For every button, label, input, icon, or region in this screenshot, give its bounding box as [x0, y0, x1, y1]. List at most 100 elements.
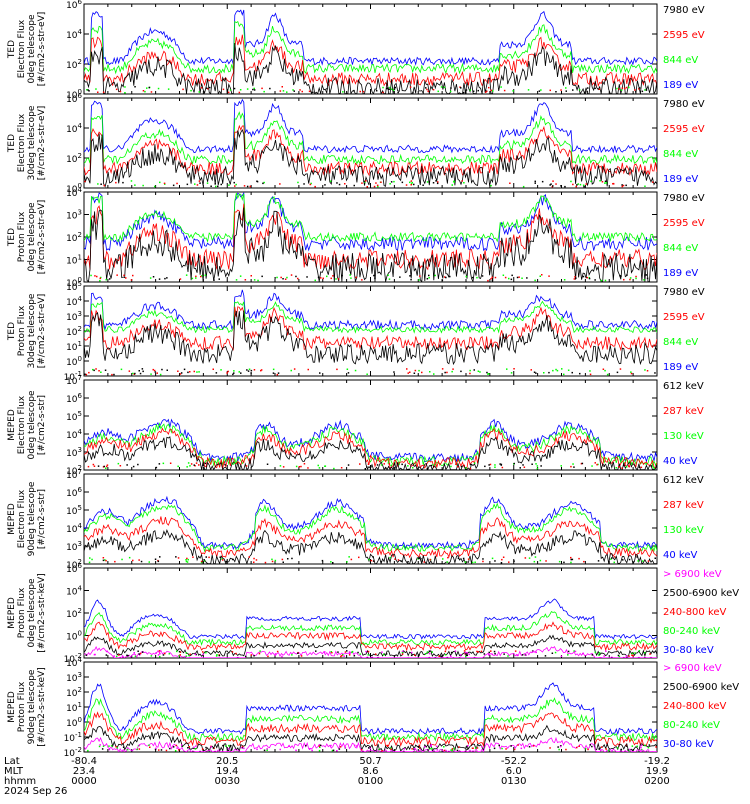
data-point — [185, 559, 187, 561]
data-point — [351, 650, 354, 653]
data-point — [292, 89, 294, 91]
y-axis-label: 90deg telescope — [27, 669, 37, 744]
data-point — [158, 650, 161, 652]
data-point — [106, 650, 108, 652]
y-tick-label: 106 — [66, 392, 82, 405]
data-point — [244, 279, 247, 281]
data-point — [298, 466, 301, 468]
data-point — [401, 650, 404, 652]
legend-entry: 287 keV — [663, 406, 704, 417]
data-point — [480, 650, 483, 653]
data-point — [619, 368, 622, 370]
panel-6: 107 106 105 104 103 102 MEPED Electron Flux 90de… — [7, 468, 704, 571]
data-point — [494, 560, 496, 562]
data-point — [341, 274, 343, 277]
data-point — [368, 747, 370, 749]
data-point — [187, 371, 189, 374]
data-point — [116, 747, 118, 749]
data-point — [300, 655, 303, 657]
data-point — [560, 655, 563, 657]
data-point — [613, 556, 616, 558]
data-point — [178, 655, 180, 657]
data-point — [598, 652, 601, 654]
data-point — [344, 747, 347, 749]
data-point — [464, 651, 467, 654]
legend-entry: 844 eV — [663, 243, 698, 254]
data-point — [344, 651, 347, 653]
data-point — [473, 462, 476, 464]
data-point — [518, 276, 520, 278]
data-point — [205, 556, 207, 558]
data-point — [388, 278, 391, 280]
data-point — [591, 654, 594, 656]
data-point — [342, 91, 344, 93]
y-axis-label: [#/cm2-s-str-eV] — [37, 294, 47, 369]
data-point — [159, 181, 161, 184]
data-point — [103, 465, 105, 468]
legend-entry: 287 keV — [663, 500, 704, 511]
data-point — [617, 654, 620, 657]
data-point — [631, 654, 633, 656]
data-point — [628, 558, 631, 561]
data-point — [218, 278, 220, 280]
y-tick-label: 105 — [66, 410, 82, 423]
data-point — [97, 183, 99, 185]
series-line-2 — [84, 516, 657, 559]
data-point — [575, 277, 577, 279]
data-point — [641, 90, 644, 93]
x-tick-mlt: 23.4 — [73, 766, 95, 777]
data-point — [524, 654, 527, 656]
data-point — [181, 744, 183, 746]
data-point — [477, 370, 480, 372]
data-point — [295, 749, 297, 752]
data-point — [348, 654, 351, 656]
data-point — [119, 465, 122, 467]
data-point — [234, 185, 236, 187]
data-point — [630, 371, 632, 373]
data-point — [132, 274, 134, 277]
data-point — [155, 466, 158, 469]
legend-entry: 2595 eV — [663, 30, 705, 41]
data-point — [318, 745, 321, 747]
series-line-1 — [84, 502, 657, 553]
data-point — [486, 371, 488, 374]
y-tick-label: 100 — [66, 182, 82, 195]
data-point — [240, 746, 243, 749]
data-point — [550, 183, 552, 185]
data-point — [578, 89, 581, 91]
data-point — [463, 650, 466, 652]
data-point — [587, 87, 589, 89]
data-point — [517, 744, 519, 746]
data-point — [392, 89, 395, 92]
data-point — [177, 370, 179, 372]
data-point — [195, 653, 197, 656]
data-point — [424, 653, 427, 655]
data-point — [618, 88, 620, 90]
data-point — [195, 745, 197, 747]
data-point — [648, 744, 651, 746]
legend-entry: 30-80 keV — [663, 739, 714, 750]
data-point — [582, 184, 585, 186]
data-point — [230, 745, 232, 747]
series-line-2 — [84, 427, 657, 469]
data-point — [647, 560, 650, 562]
data-point — [407, 372, 409, 374]
data-point — [94, 653, 96, 656]
data-point — [576, 746, 578, 749]
data-point — [193, 464, 195, 466]
data-point — [508, 277, 510, 280]
data-point — [279, 90, 282, 92]
data-point — [533, 560, 536, 563]
data-point — [460, 87, 462, 89]
data-point — [552, 180, 554, 182]
panel-4: 105 104 103 102 101 100 10-1 TED Proton Flux 30de… — [7, 280, 705, 383]
x-tick-lat: -80.4 — [71, 756, 97, 767]
data-point — [266, 748, 268, 750]
data-point — [406, 368, 408, 370]
data-point — [231, 651, 234, 653]
data-point — [347, 464, 350, 466]
data-point — [310, 182, 312, 185]
data-point — [583, 185, 585, 188]
data-point — [466, 748, 469, 750]
data-point — [203, 559, 205, 561]
